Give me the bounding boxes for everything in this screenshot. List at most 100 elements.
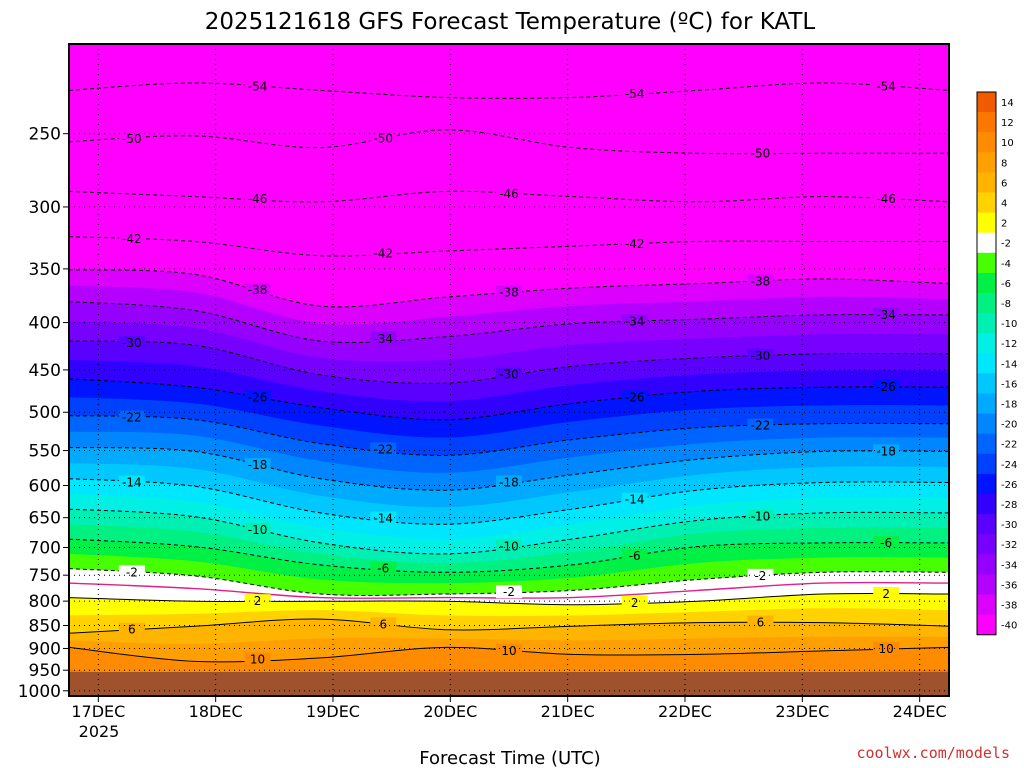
y-tick-label: 400 (29, 314, 61, 334)
contour-label: -22 (751, 419, 771, 433)
x-tick-label: 24DEC (893, 702, 947, 721)
contour-label-bg (747, 615, 774, 629)
contour-label-bg (118, 565, 145, 579)
colorbar-label: -4 (1001, 259, 1011, 270)
contour-label-bg (621, 86, 648, 100)
contour-label-bg (747, 568, 774, 582)
contour-line (68, 236, 949, 257)
y-tick-label: 700 (29, 538, 61, 558)
contour-label: -2 (503, 585, 515, 599)
colorbar-swatch (977, 614, 996, 636)
contour-line (68, 129, 949, 155)
colorbar-swatch (977, 232, 996, 254)
colorbar-label: -34 (1001, 560, 1017, 571)
contour-label-bg (370, 131, 397, 145)
grid-lines (69, 44, 949, 696)
colorbar-swatch (977, 534, 996, 555)
colorbar-swatch (977, 433, 996, 455)
contour-label-bg (621, 492, 648, 506)
x-tick-label: 21DEC (541, 702, 595, 721)
y-tick-label: 950 (29, 661, 61, 681)
colorbar-swatch (977, 393, 996, 415)
contour-label-bg (873, 642, 900, 656)
contour-label-bg (118, 410, 145, 424)
colorbar-label: -40 (1001, 621, 1017, 632)
contour-line (68, 538, 950, 573)
contour-label: 10 (501, 644, 516, 658)
contour-label-bg (621, 596, 648, 610)
y-tick-label: 600 (29, 477, 61, 497)
colorbar-swatch (977, 112, 996, 133)
contour-label: -6 (629, 549, 641, 563)
contour-label-bg (621, 314, 648, 328)
colorbar-swatch (977, 92, 996, 113)
contour-label-bg (747, 348, 774, 362)
contour-label: -10 (499, 540, 519, 554)
contour-label: -18 (499, 475, 519, 489)
colorbar-swatch (977, 172, 996, 193)
colorbar-label: -28 (1001, 500, 1017, 511)
colorbar-swatch (977, 152, 996, 173)
contour-label: -34 (373, 332, 393, 346)
contour-label: -50 (122, 132, 142, 146)
contour-label: -22 (373, 442, 393, 456)
colorbar-label: -2 (1001, 239, 1011, 250)
contour-label-bg (873, 79, 900, 93)
contour-label: -26 (625, 390, 645, 404)
contour-label: -34 (876, 308, 896, 322)
colorbar-swatch (977, 453, 996, 475)
contour-label: -42 (373, 246, 393, 260)
contour-label-bg (244, 79, 271, 93)
contour-label: 6 (379, 617, 387, 631)
x-tick-label: 23DEC (775, 702, 829, 721)
contour-label-bg (747, 418, 774, 432)
x-tick-label: 22DEC (658, 702, 712, 721)
colorbar-swatch (977, 293, 996, 314)
colorbar-label: -30 (1001, 520, 1017, 531)
contour-line (68, 415, 950, 456)
contour-line (68, 618, 950, 634)
contour-label: -46 (499, 187, 519, 201)
contour-label-bg (496, 285, 522, 299)
y-tick-label: 250 (29, 125, 61, 145)
y-tick-label: 300 (29, 198, 61, 218)
colorbar-label: 10 (1001, 138, 1014, 149)
contour-label-bg (370, 331, 397, 345)
contour-line (68, 301, 950, 344)
colorbar-label: -32 (1001, 540, 1017, 551)
contour-label: -34 (625, 314, 645, 328)
colorbar-swatch (977, 554, 996, 575)
colorbar-swatch (977, 574, 996, 595)
contour-label-bg (244, 652, 271, 666)
colorbar-label: -20 (1001, 420, 1017, 431)
credit-link[interactable]: coolwx.com/models (856, 744, 1010, 762)
contour-line (68, 378, 950, 421)
contour-label-bg (244, 458, 271, 472)
contour-label: -2 (754, 569, 766, 583)
contour-label: -30 (499, 368, 519, 382)
colorbar-label: -18 (1001, 400, 1017, 411)
contour-label-bg (244, 390, 271, 404)
contour-label-bg (244, 594, 271, 608)
colorbar-label: 6 (1001, 178, 1007, 189)
colorbar-label: 8 (1001, 158, 1007, 169)
x-axis: 17DEC 18DEC 19DEC 20DEC 21DEC 22DEC 23DEC 24DEC (71, 696, 947, 721)
colorbar: 14 12 10 8 6 4 2 -2 -4 -6 -8 -10 -12 -14 -16 -18 -20 -22 -… (976, 91, 1017, 636)
x-tick-label: 18DEC (189, 702, 243, 721)
contour-label: -38 (248, 283, 268, 297)
contour-label-bg (873, 192, 900, 206)
contour-label-bg (747, 146, 774, 160)
colorbar-swatch (977, 252, 996, 274)
contour-line (68, 478, 950, 525)
contour-label-bg (873, 587, 900, 601)
colorbar-label: -26 (1001, 480, 1017, 491)
y-tick-label: 800 (29, 592, 61, 612)
colorbar-swatch (977, 473, 996, 495)
contour-label: -2 (126, 565, 138, 579)
contour-label: -18 (876, 444, 896, 458)
contour-label: -6 (377, 562, 389, 576)
y-axis: 250 300 350 400 450 500 550 600 650 700 750 800 850 9… (18, 125, 69, 702)
colorbar-swatch (977, 132, 996, 153)
contour-label: -14 (625, 493, 645, 507)
y-tick-label: 750 (29, 566, 61, 586)
